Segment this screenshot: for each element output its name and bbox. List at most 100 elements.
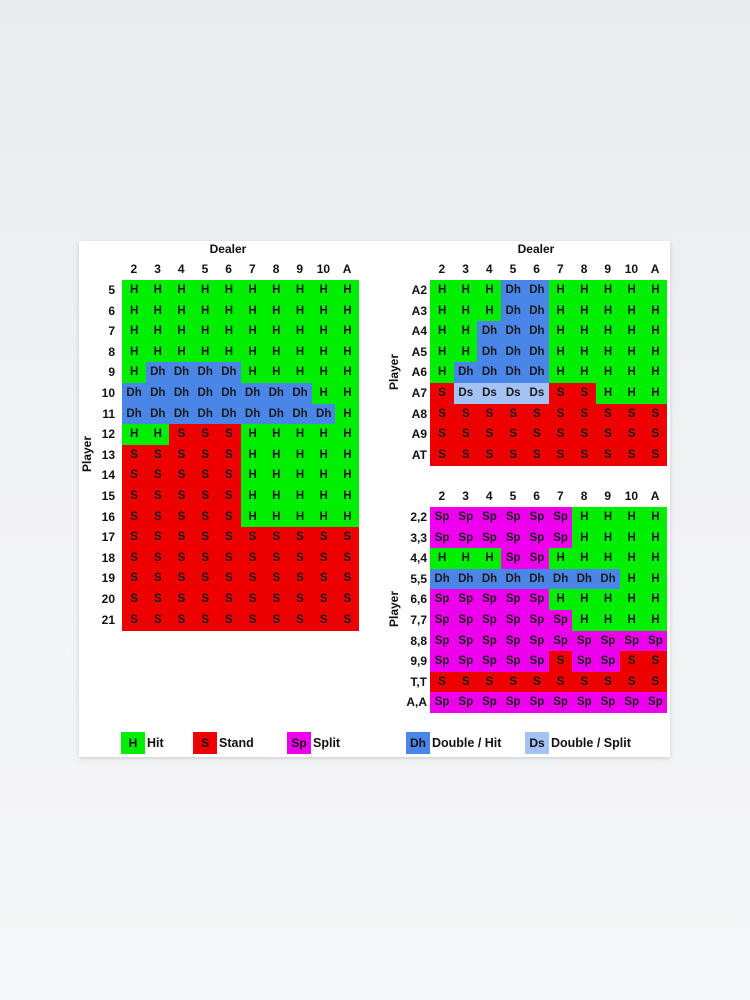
hard-totals-cell: S (193, 486, 218, 508)
hard-totals-cell: H (240, 444, 265, 466)
hard-totals-cell: Dh (122, 383, 147, 405)
hard-totals-cell: S (193, 527, 218, 549)
hard-totals-cell: S (193, 547, 218, 569)
pairs-cell: Dh (453, 568, 478, 590)
soft-totals-cell: H (477, 280, 502, 302)
soft-totals-cell: H (430, 362, 455, 384)
soft-totals-cell: S (477, 424, 502, 446)
pairs-cell: Sp (548, 610, 573, 632)
pairs-cell: H (453, 548, 478, 570)
pairs-row-label: 6,6 (410, 592, 427, 607)
pairs-cell: Dh (548, 568, 573, 590)
pairs-column-header: 8 (580, 489, 588, 503)
soft-totals-cell: H (430, 321, 455, 343)
soft-totals-cell: Dh (477, 362, 502, 384)
pairs-cell: Sp (595, 692, 621, 714)
pairs-cell: Sp (524, 651, 549, 673)
pairs-cell: Sp (524, 548, 549, 570)
pairs-cell: Sp (501, 548, 526, 570)
soft-totals-column-header: 2 (438, 262, 446, 276)
soft-totals-cell: H (572, 341, 597, 363)
hard-totals-cell: S (122, 589, 147, 611)
pairs-row-label: 7,7 (410, 613, 427, 627)
pairs-cell: Sp (501, 507, 526, 529)
soft-totals-cell: S (548, 424, 573, 446)
hard-totals-cell: S (216, 465, 241, 487)
soft-totals-cell: H (595, 341, 621, 363)
hard-totals-cell: S (122, 527, 147, 549)
soft-totals-cell: H (453, 341, 478, 363)
hard-totals-column-header: 9 (296, 262, 304, 276)
hard-totals-cell: S (240, 609, 265, 631)
pairs-column-header: 5 (509, 489, 517, 503)
soft-totals-cell: H (477, 300, 502, 322)
hard-totals-cell: S (122, 486, 147, 508)
pairs-cell: Sp (430, 589, 455, 611)
soft-totals-cell: S (430, 403, 455, 425)
legend-swatch: Dh (406, 732, 430, 754)
hard-totals-row-label: 15 (101, 489, 115, 503)
hard-totals-cell: S (311, 568, 336, 590)
soft-totals-cell: H (595, 321, 621, 343)
soft-totals-cell: S (548, 383, 573, 405)
hard-totals-cell: H (311, 444, 336, 466)
hard-totals-cell: S (311, 547, 336, 569)
pairs-column-header: 4 (485, 489, 493, 503)
legend-label: Stand (219, 736, 254, 750)
soft-totals-cell: S (430, 444, 455, 466)
pairs-cell: Sp (477, 589, 502, 611)
soft-totals-row-label: A4 (411, 324, 427, 339)
soft-totals-cell: H (595, 300, 621, 322)
pairs-cell: H (430, 548, 455, 570)
soft-totals-cell: H (572, 300, 597, 322)
hard-totals-cell: S (169, 609, 194, 631)
pairs-cell: Sp (430, 527, 455, 549)
soft-totals-column-header: 8 (580, 262, 588, 276)
hard-totals-cell: H (193, 341, 218, 363)
hard-totals-row-label: 10 (101, 386, 115, 400)
hard-totals-cell: S (216, 589, 241, 611)
pairs-cell: Sp (430, 630, 455, 652)
pairs-cell: Dh (595, 568, 621, 590)
pairs-cell: Dh (501, 568, 526, 590)
legend-swatch: H (121, 732, 145, 754)
hard-totals-row-label: 13 (101, 447, 115, 462)
pairs-cell: Sp (501, 589, 526, 611)
strategy-poster: Dealer Player 2 3 4 5 6 7 8 9 10 A 5 H H H H H H H H H H 6 H H H… (79, 241, 670, 757)
soft-totals-row-label: A2 (411, 283, 427, 297)
hard-totals-cell: S (287, 527, 313, 549)
legend-label: Hit (147, 736, 164, 750)
hard-totals-cell: S (311, 527, 336, 549)
hard-totals-cell: S (335, 568, 360, 590)
hard-totals-cell: H (216, 300, 241, 322)
pairs-cell: H (619, 568, 644, 590)
hard-totals-cell: H (335, 465, 360, 487)
hard-totals-cell: S (122, 444, 147, 466)
hard-totals-cell: H (287, 341, 313, 363)
hard-totals-cell: Dh (311, 403, 336, 425)
pairs-cell: Sp (595, 651, 621, 673)
soft-totals-cell: Ds (501, 383, 526, 405)
hard-totals-cell: H (264, 280, 289, 302)
soft-totals-cell: H (643, 300, 668, 322)
soft-totals-cell: H (619, 383, 644, 405)
soft-totals-cell: S (477, 403, 502, 425)
hard-totals-cell: S (335, 609, 360, 631)
hard-totals-cell: S (169, 568, 194, 590)
hard-totals-cell: H (264, 341, 289, 363)
pairs-cell: Sp (477, 527, 502, 549)
hard-totals-cell: S (193, 506, 218, 528)
hard-totals-cell: S (169, 424, 194, 446)
soft-totals-dealer-title: Dealer (517, 242, 555, 256)
hard-totals-row-label: 19 (101, 571, 115, 586)
pairs-cell: Sp (430, 610, 455, 632)
hard-totals-cell: S (311, 609, 336, 631)
pairs-cell: H (572, 527, 597, 549)
pairs-cell: H (595, 527, 621, 549)
soft-totals-cell: S (453, 403, 478, 425)
hard-totals-cell: H (145, 280, 170, 302)
soft-totals-cell: H (643, 362, 668, 384)
hard-totals-cell: H (311, 341, 336, 363)
pairs-cell: H (572, 610, 597, 632)
hard-totals-column-header: 3 (154, 262, 161, 276)
